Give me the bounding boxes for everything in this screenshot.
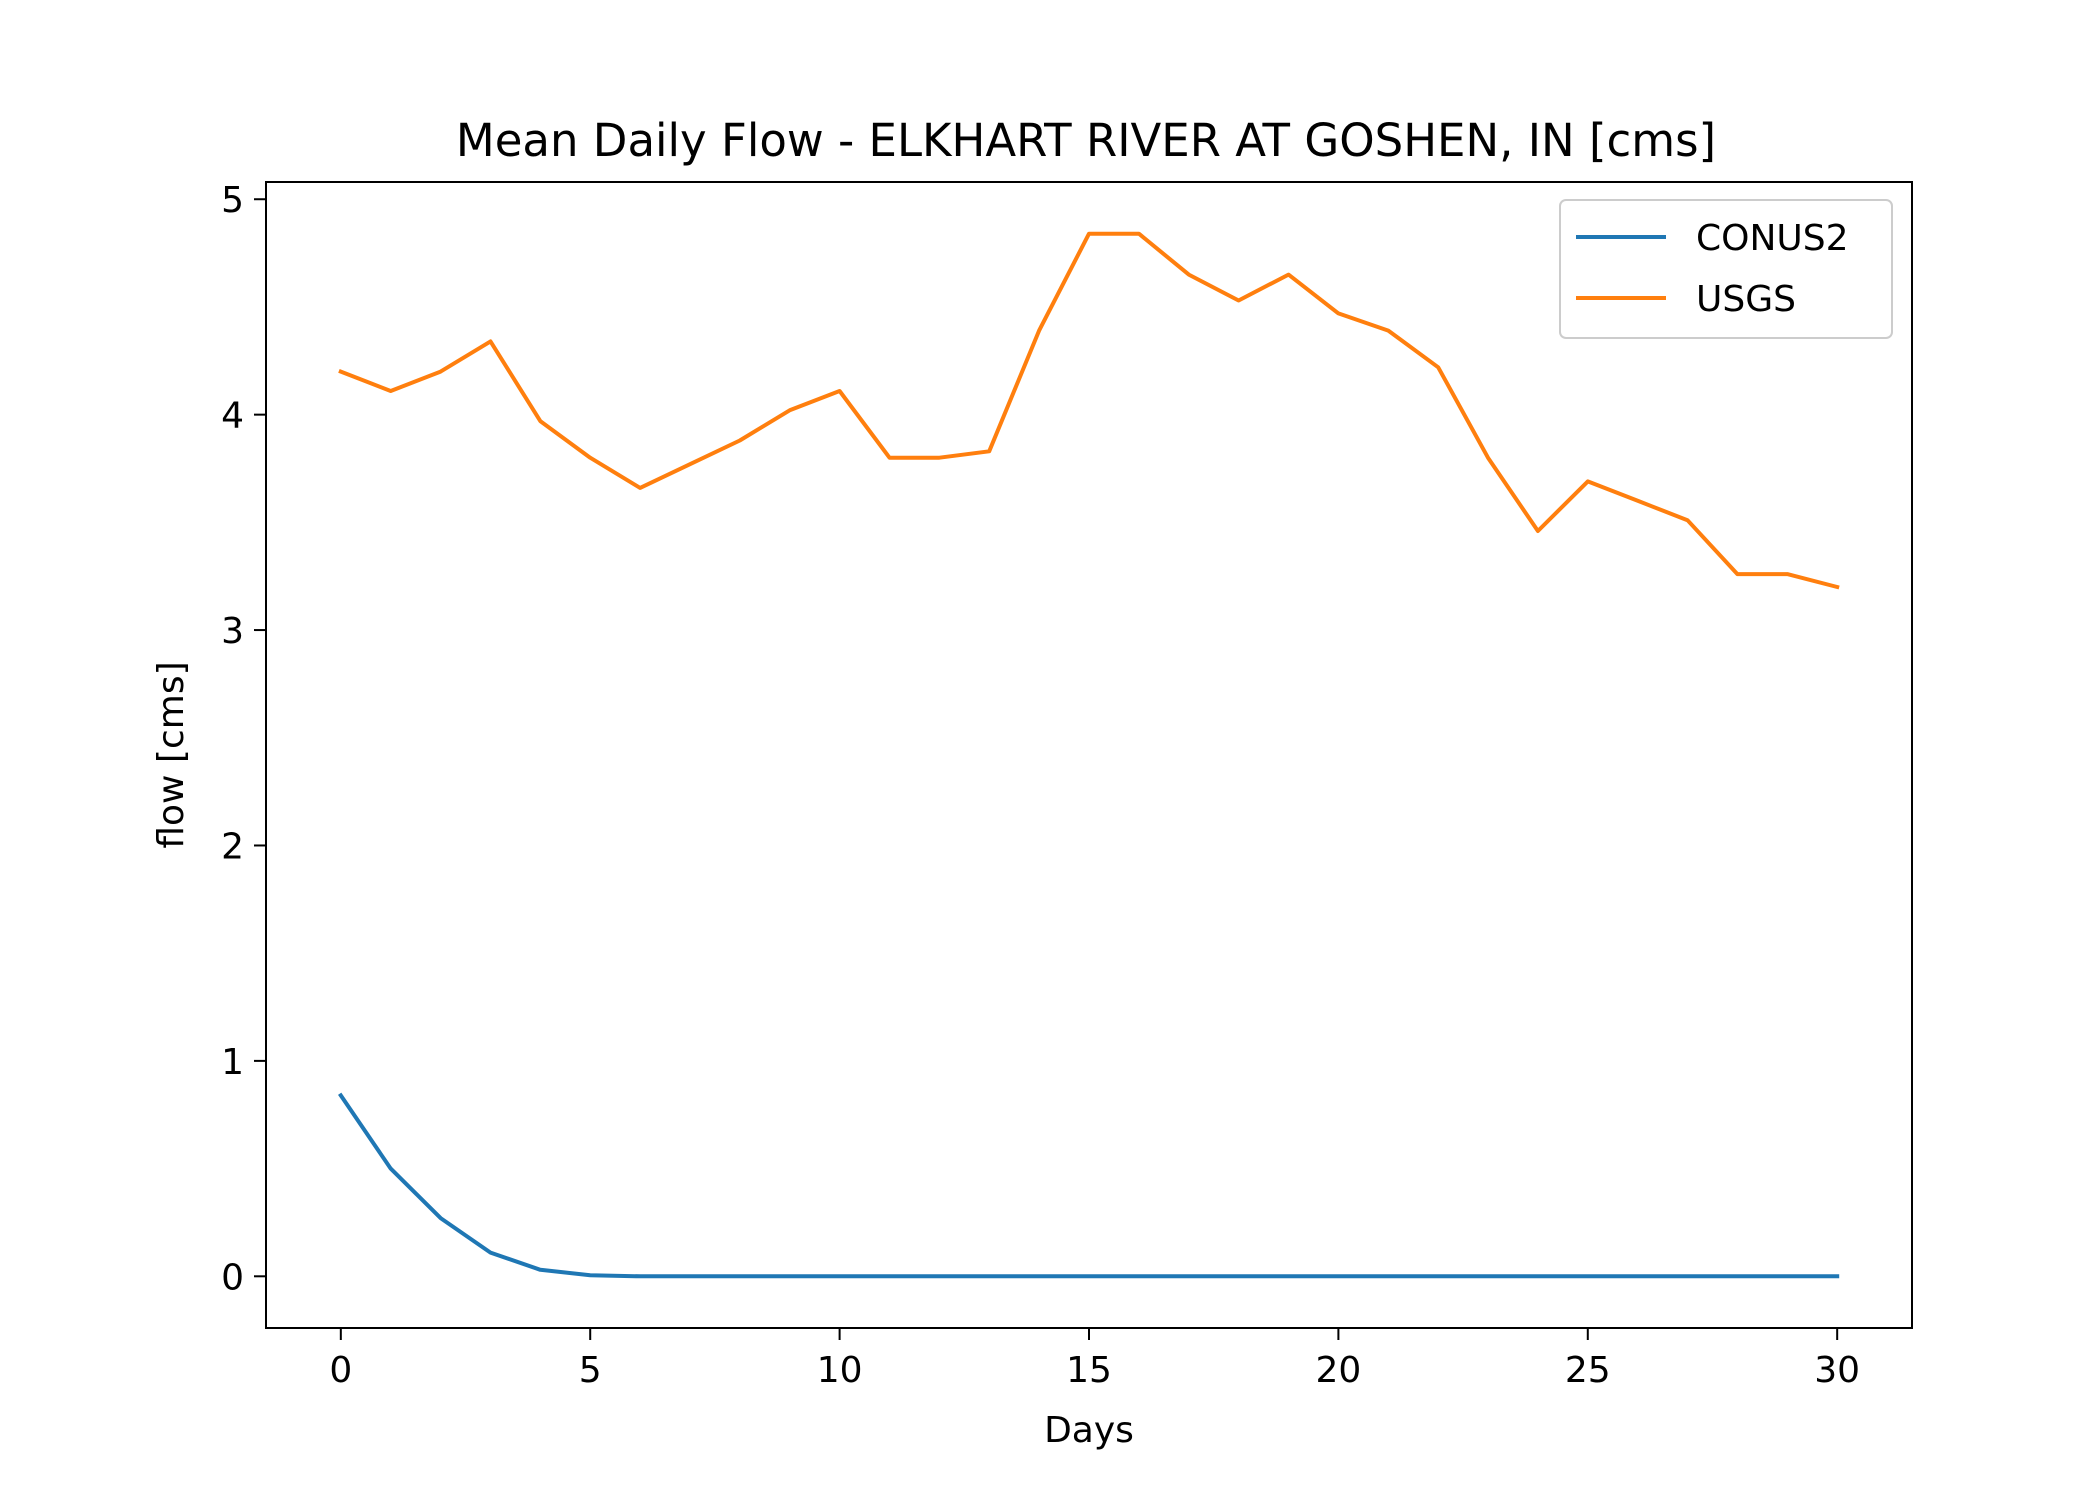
y-tick-label: 3 <box>221 611 244 652</box>
x-tick-label: 30 <box>1814 1350 1860 1391</box>
legend: CONUS2 USGS <box>1559 199 1893 339</box>
y-tick-label: 2 <box>221 826 244 867</box>
x-tick-label: 25 <box>1565 1350 1611 1391</box>
x-tick-label: 20 <box>1315 1350 1361 1391</box>
y-tick-label: 1 <box>221 1042 244 1083</box>
legend-box <box>1559 199 1893 339</box>
x-tick-label: 5 <box>579 1350 602 1391</box>
y-tick-label: 4 <box>221 396 244 437</box>
x-axis: 0 5 10 15 20 25 30 <box>329 1328 1860 1391</box>
x-tick-label: 0 <box>329 1350 352 1391</box>
y-axis-label: flow [cms] <box>151 661 192 848</box>
chart-title: Mean Daily Flow - ELKHART RIVER AT GOSHE… <box>456 114 1716 167</box>
legend-label-usgs: USGS <box>1696 279 1796 320</box>
x-tick-label: 15 <box>1066 1350 1112 1391</box>
y-axis: 0 1 2 3 4 5 <box>221 180 266 1298</box>
series-layer <box>338 231 1840 1279</box>
x-tick-label: 10 <box>817 1350 863 1391</box>
series-line-conus2 <box>338 1092 1840 1279</box>
y-tick-label: 5 <box>221 180 244 221</box>
series-line-usgs <box>338 231 1840 590</box>
x-axis-label: Days <box>1044 1410 1134 1451</box>
legend-label-conus2: CONUS2 <box>1696 218 1849 259</box>
y-tick-label: 0 <box>221 1257 244 1298</box>
